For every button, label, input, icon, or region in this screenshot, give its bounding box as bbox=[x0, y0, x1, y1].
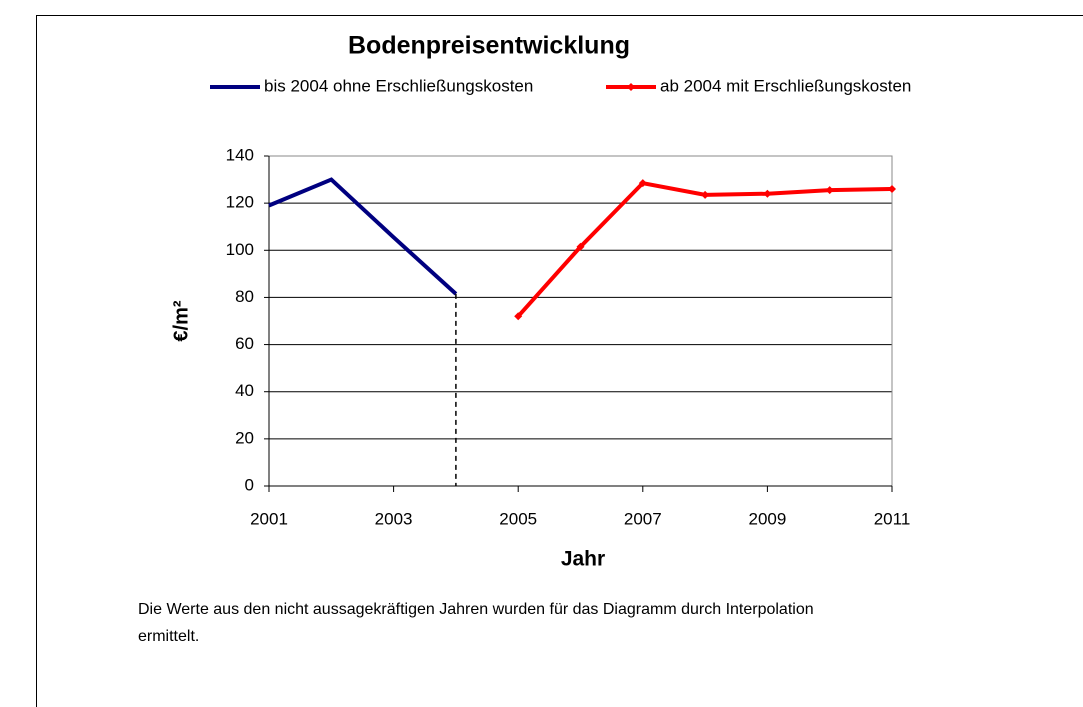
marker bbox=[888, 185, 896, 193]
x-tick-label: 2003 bbox=[375, 509, 413, 528]
frame bbox=[36, 15, 1083, 707]
y-tick-label: 120 bbox=[226, 193, 254, 212]
marker bbox=[576, 242, 585, 251]
marker bbox=[627, 83, 635, 91]
y-tick-label: 140 bbox=[226, 145, 254, 164]
series-line bbox=[268, 177, 458, 296]
marker bbox=[701, 190, 710, 199]
y-tick-label: 0 bbox=[245, 475, 254, 494]
x-axis-label: Jahr bbox=[561, 548, 605, 571]
note: Die Werte aus den nicht aussagekräftigen… bbox=[138, 601, 814, 618]
legend-label: ab 2004 mit Erschließungskosten bbox=[660, 76, 911, 95]
y-tick-label: 100 bbox=[226, 240, 254, 259]
marker bbox=[514, 312, 523, 321]
x-tick-label: 2001 bbox=[250, 509, 288, 528]
x-tick-label: 2011 bbox=[874, 509, 911, 528]
marker bbox=[825, 186, 834, 195]
x-tick-label: 2007 bbox=[624, 509, 662, 528]
y-tick-label: 60 bbox=[235, 334, 254, 353]
x-tick-label: 2009 bbox=[748, 509, 786, 528]
marker bbox=[638, 179, 647, 188]
y-tick-label: 80 bbox=[235, 287, 254, 306]
legend-label: bis 2004 ohne Erschließungskosten bbox=[264, 76, 533, 95]
note: ermittelt. bbox=[138, 628, 199, 645]
marker bbox=[763, 189, 772, 198]
x-tick-label: 2005 bbox=[499, 509, 537, 528]
y-axis-label: €/m² bbox=[170, 300, 192, 341]
y-tick-label: 40 bbox=[235, 381, 254, 400]
chart-title: Bodenpreisentwicklung bbox=[348, 32, 630, 60]
y-tick-label: 20 bbox=[235, 428, 254, 447]
